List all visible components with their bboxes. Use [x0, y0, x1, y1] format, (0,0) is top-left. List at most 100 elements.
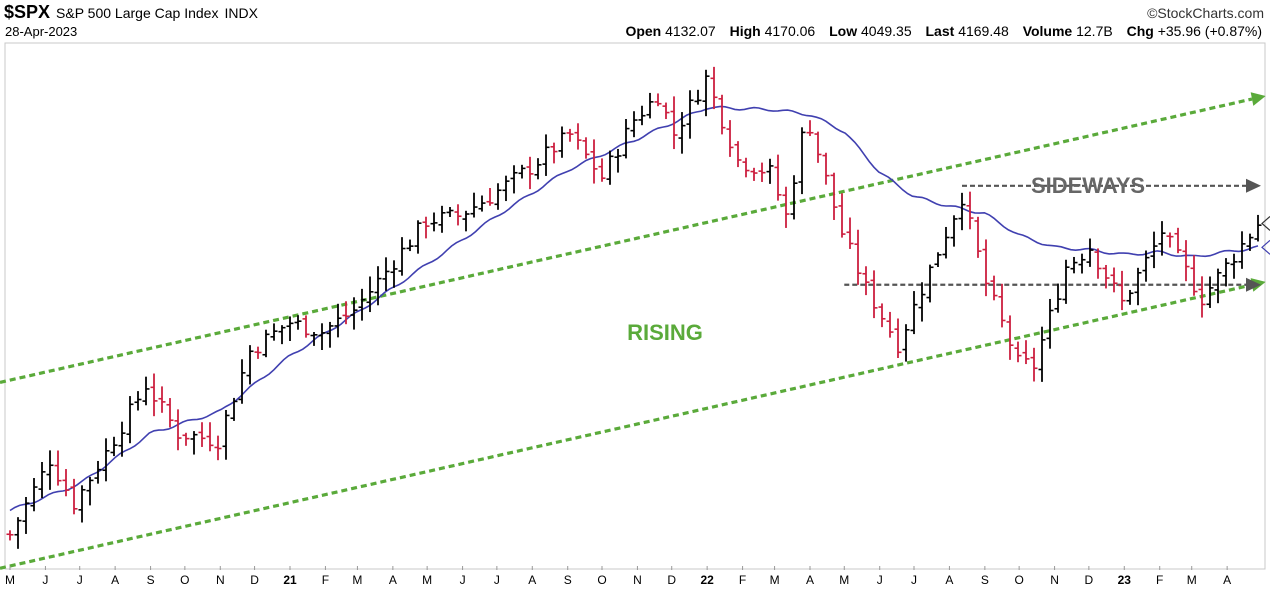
- ohlc-bar: [1086, 238, 1094, 267]
- ohlc-bar: [334, 303, 342, 338]
- ohlc-bar: [366, 276, 374, 313]
- ohlc-bar: [1166, 232, 1174, 248]
- x-tick-label: N: [1050, 573, 1059, 587]
- ohlc-bar: [350, 297, 358, 330]
- last-value: 4169.48: [958, 23, 1009, 39]
- ohlc-bar: [374, 266, 382, 306]
- ohlc-bar: [630, 111, 638, 138]
- ohlc-bar: [550, 142, 558, 164]
- x-tick-label: M: [770, 573, 780, 587]
- trend-lines: [0, 92, 1266, 570]
- ohlc-bar: [342, 301, 350, 325]
- ohlc-bar: [670, 96, 678, 150]
- x-tick-label: D: [667, 573, 676, 587]
- x-tick-label: A: [945, 573, 953, 587]
- ohlc-bar: [70, 478, 78, 515]
- chart-header: $SPX S&P 500 Large Cap Index INDX: [4, 2, 258, 22]
- ohlc-bar: [582, 137, 590, 159]
- chg-label: Chg: [1126, 23, 1154, 39]
- ohlc-bar: [838, 193, 846, 238]
- ohlc-bar: [678, 112, 686, 154]
- ohlc-bar: [478, 195, 486, 212]
- ohlc-bar: [182, 432, 190, 446]
- ohlc-bar: [774, 154, 782, 201]
- range-top-arrow: [1246, 178, 1261, 193]
- high-value: 4170.06: [764, 23, 816, 39]
- ohlc-bar: [150, 373, 158, 417]
- price-stats: Open 4132.07 High 4170.06 Low 4049.35 La…: [625, 23, 1262, 39]
- ohlc-bar: [158, 386, 166, 413]
- ohlc-bar: [118, 421, 126, 457]
- ohlc-bar: [454, 204, 462, 226]
- ohlc-bar: [38, 461, 46, 499]
- ohlc-bar: [750, 167, 758, 181]
- ohlc-bar: [990, 275, 998, 301]
- high-label: High: [729, 23, 761, 39]
- brand-watermark: ©StockCharts.com: [1147, 5, 1264, 21]
- price-markers: [1261, 216, 1270, 255]
- ohlc-bar: [782, 186, 790, 228]
- ohlc-bar: [270, 323, 278, 341]
- x-tick-label: J: [911, 573, 917, 587]
- lower-channel-line: [0, 283, 1253, 570]
- x-tick-label: D: [1085, 573, 1094, 587]
- x-tick-label: F: [1156, 573, 1163, 587]
- ohlc-bar: [406, 239, 414, 252]
- x-tick-label: F: [322, 573, 329, 587]
- chg-value: +35.96 (+0.87%): [1157, 23, 1262, 39]
- ohlc-bar: [1150, 231, 1158, 269]
- ohlc-bar: [1158, 221, 1166, 256]
- ohlc-bar: [446, 206, 454, 217]
- ohlc-bar: [726, 120, 734, 157]
- ohlc-bar: [174, 409, 182, 451]
- rising-label: RISING: [627, 320, 703, 345]
- ohlc-bar: [1206, 276, 1214, 308]
- ohlc-bar: [1246, 233, 1254, 251]
- ohlc-bar: [998, 283, 1006, 328]
- ohlc-bar: [126, 396, 134, 444]
- x-tick-label: A: [806, 573, 814, 587]
- ohlc-bar: [1174, 227, 1182, 254]
- plot-frame: [4, 42, 1266, 570]
- ohlc-bar: [814, 131, 822, 163]
- x-tick-label: N: [216, 573, 225, 587]
- ohlc-bar: [422, 216, 430, 239]
- ohlc-bar: [894, 318, 902, 359]
- ohlc-bar: [86, 476, 94, 506]
- ohlc-bar: [6, 530, 14, 541]
- ohlc-bar: [398, 237, 406, 276]
- ohlc-bar: [702, 69, 710, 117]
- ohlc-bar: [486, 188, 494, 206]
- upper-channel-line: [0, 97, 1253, 384]
- ohlc-bar: [46, 450, 54, 490]
- ohlc-bar: [926, 264, 934, 303]
- ohlc-bar: [470, 192, 478, 218]
- x-tick-label: 22: [700, 573, 714, 587]
- ohlc-bar: [622, 119, 630, 159]
- ohlc-bar: [958, 192, 966, 231]
- ohlc-bar: [614, 148, 622, 173]
- ohlc-bar: [1222, 258, 1230, 287]
- ohlc-bar: [934, 252, 942, 267]
- sideways-label: SIDEWAYS: [1031, 173, 1145, 198]
- ohlc-bar: [206, 422, 214, 452]
- x-tick-label: S: [564, 573, 572, 587]
- ohlc-bar: [982, 239, 990, 297]
- x-tick-label: M: [839, 573, 849, 587]
- ohlc-bar: [910, 291, 918, 335]
- ohlc-bar: [358, 288, 366, 321]
- ohlc-bar: [886, 311, 894, 338]
- ohlc-bar: [1030, 347, 1038, 382]
- ohlc-bar: [870, 270, 878, 319]
- ohlc-bar: [1198, 276, 1206, 318]
- ohlc-bar: [230, 397, 238, 421]
- ohlc-bar: [646, 92, 654, 119]
- ohlc-bar: [510, 165, 518, 194]
- ohlc-bar: [1062, 259, 1070, 304]
- ohlc-bar: [1142, 250, 1150, 282]
- ohlc-bar: [950, 215, 958, 247]
- ohlc-bar: [1038, 326, 1046, 382]
- x-tick-label: 21: [283, 573, 297, 587]
- ohlc-bar: [110, 436, 118, 457]
